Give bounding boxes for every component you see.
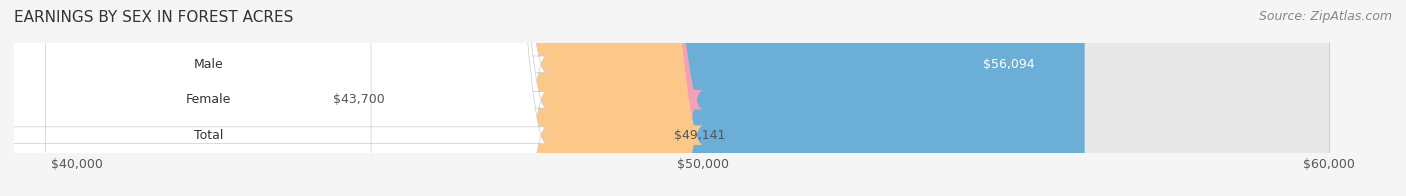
FancyBboxPatch shape — [0, 0, 547, 196]
Text: EARNINGS BY SEX IN FOREST ACRES: EARNINGS BY SEX IN FOREST ACRES — [14, 10, 294, 25]
Text: Male: Male — [194, 58, 224, 71]
FancyBboxPatch shape — [77, 0, 1329, 196]
Text: $49,141: $49,141 — [675, 129, 725, 142]
Text: Source: ZipAtlas.com: Source: ZipAtlas.com — [1258, 10, 1392, 23]
FancyBboxPatch shape — [0, 0, 547, 196]
FancyBboxPatch shape — [22, 0, 703, 196]
FancyBboxPatch shape — [77, 0, 1329, 196]
Text: Total: Total — [194, 129, 224, 142]
Text: Female: Female — [186, 93, 231, 106]
FancyBboxPatch shape — [77, 0, 1084, 196]
FancyBboxPatch shape — [0, 0, 547, 196]
Text: $56,094: $56,094 — [983, 58, 1035, 71]
FancyBboxPatch shape — [77, 0, 1329, 196]
FancyBboxPatch shape — [0, 0, 703, 196]
Text: $43,700: $43,700 — [333, 93, 385, 106]
